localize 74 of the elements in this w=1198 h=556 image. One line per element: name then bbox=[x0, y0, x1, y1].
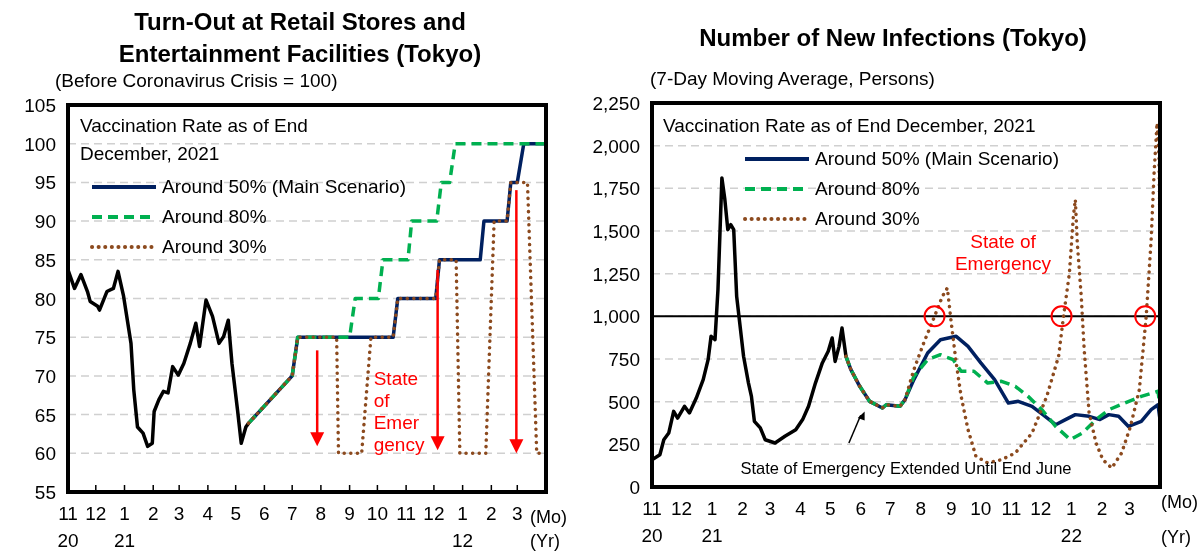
x-tick-label: 7 bbox=[286, 503, 298, 524]
x-tick-label: 2 bbox=[486, 503, 497, 524]
x-tick-label: 12 bbox=[1030, 498, 1052, 519]
y-tick-label: 55 bbox=[34, 482, 56, 503]
chart-title: Turn-Out at Retail Stores and Entertainment Facilities (Tokyo) bbox=[117, 7, 483, 69]
x-tick-label: 11 20 bbox=[57, 503, 79, 551]
legend-title: Vaccination Rate as of End December, 2021 bbox=[663, 114, 1037, 138]
x-tick-label: 7 bbox=[884, 498, 896, 519]
annotation: State of Emergency bbox=[953, 231, 1053, 275]
x-tick-label: 1 12 bbox=[452, 503, 474, 551]
legend-label: Around 30% bbox=[815, 208, 920, 230]
y-tick-label: 105 bbox=[24, 95, 56, 116]
x-tick-label: 11 bbox=[1001, 498, 1022, 519]
annotation: State of Emer gency bbox=[373, 368, 425, 456]
y-tick-label: 2,250 bbox=[592, 93, 640, 114]
x-tick-label: 12 bbox=[423, 503, 445, 524]
x-tick-label: 12 bbox=[670, 498, 693, 519]
y-tick-label: 75 bbox=[34, 327, 56, 349]
y-tick-label: 80 bbox=[34, 288, 56, 310]
y-tick-label: 70 bbox=[34, 365, 56, 387]
y-tick-label: 100 bbox=[24, 133, 56, 155]
chart-subtitle: (7-Day Moving Average, Persons) bbox=[650, 68, 935, 90]
x-tick-label: 6 bbox=[855, 498, 866, 519]
y-tick-label: 65 bbox=[34, 404, 56, 426]
x-tick-label: 1 22 bbox=[1060, 498, 1082, 546]
x-tick-label: 3 bbox=[511, 503, 523, 524]
chart-subtitle: (Before Coronavirus Crisis = 100) bbox=[55, 70, 338, 92]
text: (Mo) bbox=[1161, 492, 1198, 513]
x-tick-label: 2 bbox=[737, 498, 748, 519]
y-tick-label: 250 bbox=[608, 434, 640, 456]
y-tick-label: 1,500 bbox=[592, 221, 640, 242]
x-tick-label: 5 bbox=[230, 503, 241, 524]
legend-label: Around 50% (Main Scenario) bbox=[815, 148, 1059, 170]
text: (Yr) bbox=[1161, 527, 1191, 548]
x-tick-label: 11 bbox=[396, 503, 416, 524]
x-tick-label: 3 bbox=[764, 498, 776, 519]
y-tick-label: 95 bbox=[34, 172, 56, 194]
x-tick-label: 8 bbox=[315, 503, 327, 524]
y-tick-label: 1,000 bbox=[592, 306, 640, 328]
x-tick-label: 4 bbox=[795, 498, 807, 519]
y-tick-label: 1,750 bbox=[592, 178, 640, 200]
x-tick-label: 2 bbox=[1096, 498, 1108, 519]
y-tick-label: 1,250 bbox=[592, 263, 640, 285]
x-tick-label: 11 20 bbox=[641, 498, 663, 546]
y-tick-label: 85 bbox=[34, 249, 56, 271]
legend-label: Around 50% (Main Scenario) bbox=[162, 176, 406, 198]
x-tick-label: 10 bbox=[970, 498, 992, 519]
y-tick-label: 750 bbox=[608, 349, 640, 370]
x-tick-label: 3 bbox=[1124, 498, 1135, 519]
legend-label: Around 80% bbox=[162, 206, 267, 228]
x-tick-label: 8 bbox=[915, 498, 927, 519]
text: (Yr) bbox=[530, 531, 560, 552]
x-tick-label: 9 bbox=[344, 503, 355, 524]
x-tick-label: 1 21 bbox=[113, 503, 136, 551]
x-tick-label: 6 bbox=[259, 503, 270, 524]
x-tick-label: 2 bbox=[147, 503, 159, 524]
text: (Mo) bbox=[530, 507, 567, 528]
x-tick-label: 4 bbox=[202, 503, 214, 524]
legend-label: Around 80% bbox=[815, 178, 920, 200]
legend-title: Vaccination Rate as of End December, 2021 bbox=[80, 114, 309, 166]
y-tick-label: 60 bbox=[34, 443, 56, 465]
chart-title: Number of New Infections (Tokyo) bbox=[698, 23, 1088, 53]
x-tick-label: 1 21 bbox=[701, 498, 723, 546]
annotation: State of Emergency Extended Until End June bbox=[739, 459, 1073, 478]
x-tick-label: 5 bbox=[824, 498, 836, 519]
y-tick-label: 500 bbox=[608, 391, 640, 413]
y-tick-label: 90 bbox=[34, 211, 56, 233]
x-tick-label: 12 bbox=[85, 503, 107, 524]
x-tick-label: 9 bbox=[946, 498, 957, 519]
x-tick-label: 3 bbox=[173, 503, 185, 524]
x-tick-label: 10 bbox=[366, 503, 388, 524]
legend-label: Around 30% bbox=[162, 236, 267, 258]
y-tick-label: 0 bbox=[629, 477, 640, 498]
y-tick-label: 2,000 bbox=[592, 135, 640, 157]
